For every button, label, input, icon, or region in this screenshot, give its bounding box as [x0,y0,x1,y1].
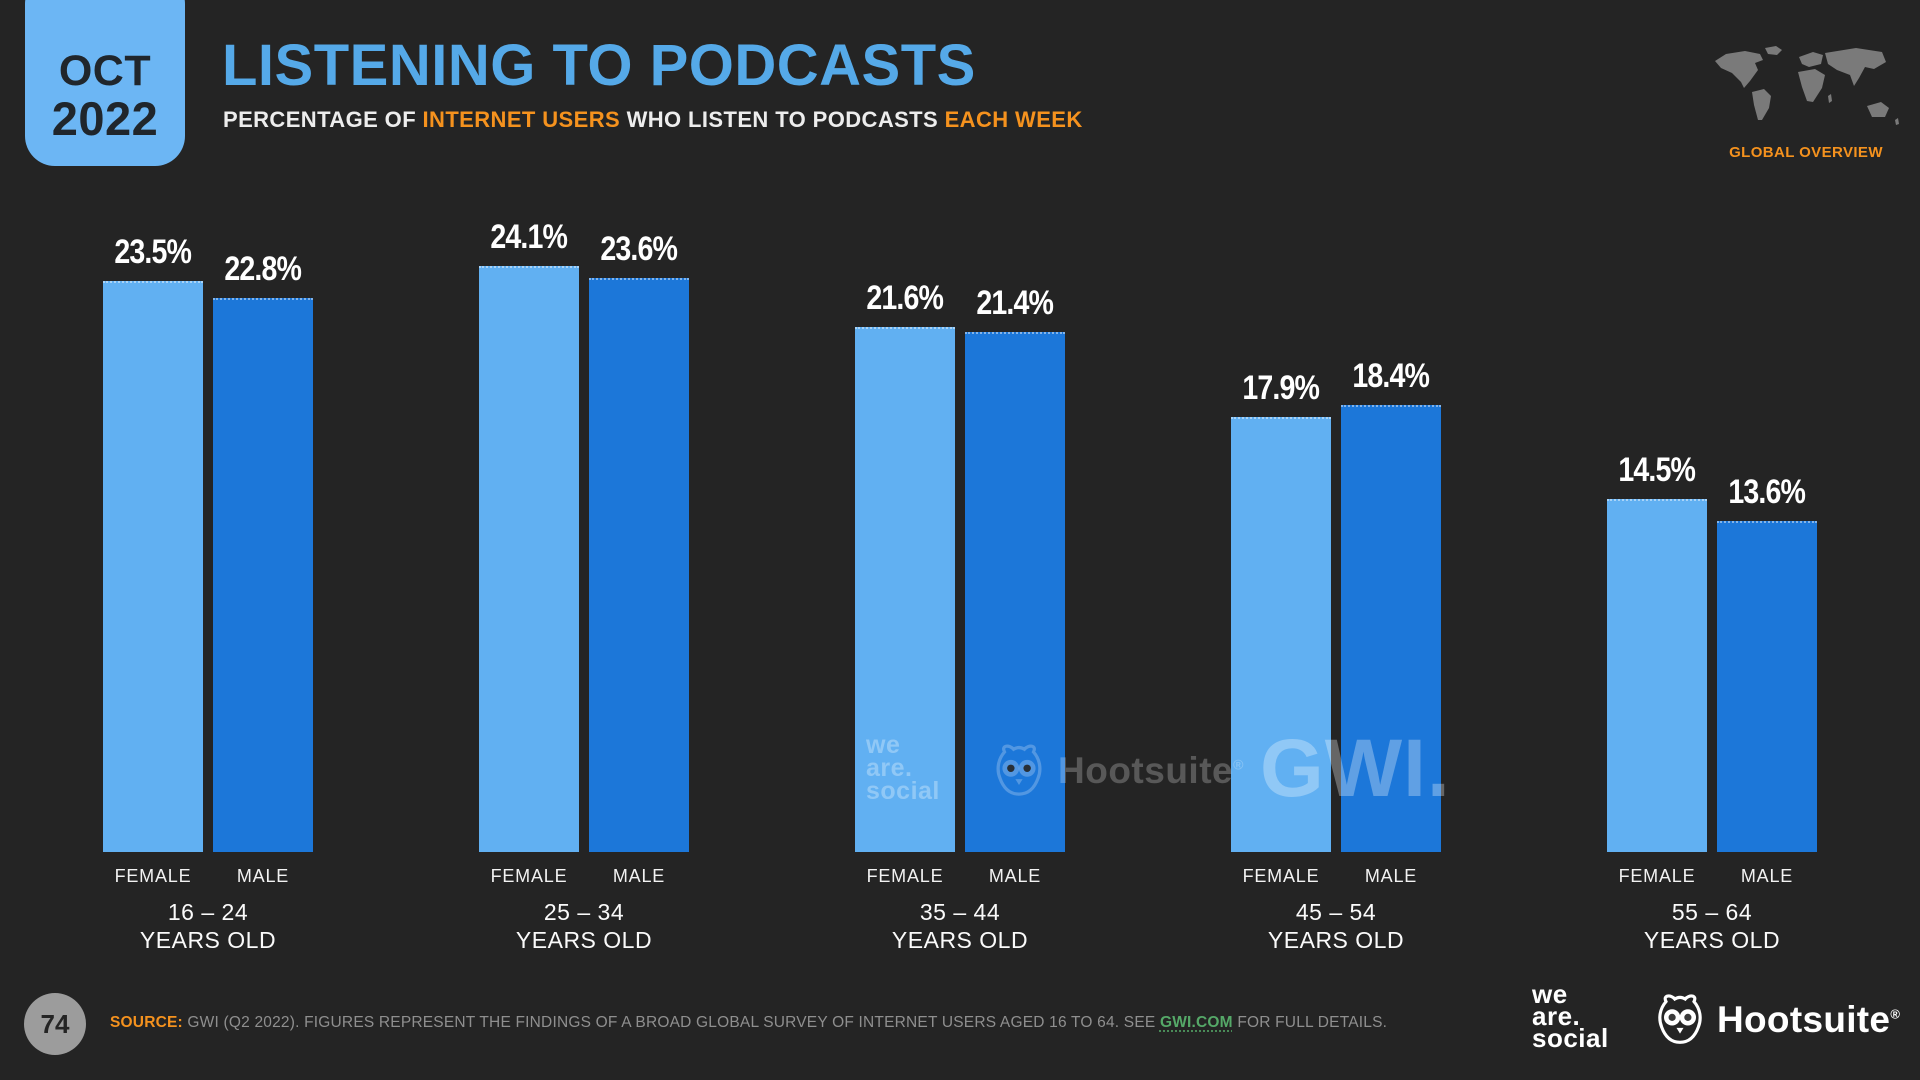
we-are-social-logo: we are. social [1532,979,1609,1053]
date-badge-month: OCT [58,47,152,95]
chart-group-25-34: 24.1% 23.6% FEMALE MALE 25 – 34 YEARS OLD [479,212,689,954]
source-body: GWI (Q2 2022). FIGURES REPRESENT THE FIN… [182,1014,1160,1031]
owl-icon [1652,992,1708,1048]
page-number-badge: 74 [24,993,86,1055]
bar-column-male-45-54: 18.4% [1341,212,1441,852]
bar-column-male-25-34: 23.6% [589,212,689,852]
source-label: SOURCE: [110,1014,183,1031]
series-label-female-16-24: FEMALE [114,866,192,886]
hootsuite-logo: Hootsuite® [1652,992,1900,1048]
registered-mark: ® [1890,1006,1901,1022]
bar-column-female-35-44: 21.6% [855,212,955,852]
date-badge: OCT 2022 [25,0,185,166]
bar-chart: 23.5% 22.8% FEMALE MALE 16 – 24 YEARS OLD 24.1… [0,212,1920,1080]
logo-line: social [1532,1023,1609,1053]
bar-male-55-64 [1717,521,1817,852]
subtitle-highlight: INTERNET USERS [422,107,621,132]
category-label-25-34: 25 – 34 YEARS OLD [515,899,653,953]
bar-male-35-44 [965,331,1065,852]
date-badge-year: 2022 [51,92,159,145]
bar-male-25-34 [589,278,689,852]
category-label-35-44: 35 – 44 YEARS OLD [891,899,1029,953]
page-title: LISTENING TO PODCASTS [222,33,976,98]
series-label-female-45-54: FEMALE [1242,866,1320,886]
category-label-45-54: 45 – 54 YEARS OLD [1267,899,1405,953]
category-label-16-24: 16 – 24 YEARS OLD [139,899,277,953]
hootsuite-logo-text: Hootsuite [1717,999,1891,1040]
value-label-male-25-34: 23.6% [600,230,679,269]
bar-female-35-44 [855,326,955,852]
value-label-female-55-64: 14.5% [1618,451,1697,490]
chart-group-55-64: 14.5% 13.6% FEMALE MALE 55 – 64 YEARS OLD [1607,212,1817,954]
value-label-female-35-44: 21.6% [866,278,945,317]
value-label-male-45-54: 18.4% [1352,356,1431,395]
value-label-female-16-24: 23.5% [114,232,193,271]
bar-column-female-16-24: 23.5% [103,212,203,852]
value-label-female-25-34: 24.1% [490,218,569,257]
subtitle-highlight: EACH WEEK [944,107,1083,132]
bar-male-16-24 [213,297,313,852]
category-label-55-64: 55 – 64 YEARS OLD [1643,899,1781,953]
region-block: GLOBAL OVERVIEW [1702,42,1910,161]
bar-female-25-34 [479,266,579,852]
bar-column-female-25-34: 24.1% [479,212,579,852]
series-label-female-25-34: FEMALE [490,866,568,886]
bar-female-16-24 [103,280,203,852]
logo-line: are. [1532,1001,1581,1031]
series-label-male-55-64: MALE [1740,866,1794,886]
source-text: SOURCE: GWI (Q2 2022). FIGURES REPRESENT… [110,1014,1387,1032]
bar-column-male-35-44: 21.4% [965,212,1065,852]
logo-line: we [1532,979,1568,1009]
subtitle-part: PERCENTAGE OF [223,107,423,132]
bar-male-45-54 [1341,404,1441,852]
bar-column-male-16-24: 22.8% [213,212,313,852]
region-label: GLOBAL OVERVIEW [1729,144,1883,161]
bar-column-female-55-64: 14.5% [1607,212,1707,852]
bar-female-45-54 [1231,416,1331,852]
source-body: FOR FULL DETAILS. [1232,1014,1388,1031]
gwi-link[interactable]: GWI.COM [1159,1014,1233,1031]
series-label-female-35-44: FEMALE [866,866,944,886]
series-label-female-55-64: FEMALE [1618,866,1696,886]
value-label-male-55-64: 13.6% [1728,473,1807,512]
bar-column-male-55-64: 13.6% [1717,212,1817,852]
world-map-icon [1715,46,1899,125]
series-label-male-35-44: MALE [988,866,1042,886]
series-label-male-25-34: MALE [612,866,666,886]
value-label-male-35-44: 21.4% [976,283,1055,322]
chart-group-35-44: 21.6% 21.4% FEMALE MALE 35 – 44 YEARS OLD [855,212,1065,954]
page-number: 74 [40,1008,70,1039]
series-label-male-45-54: MALE [1364,866,1418,886]
chart-group-16-24: 23.5% 22.8% FEMALE MALE 16 – 24 YEARS OLD [103,212,313,954]
subtitle-part: WHO LISTEN TO PODCASTS [620,107,945,132]
subtitle: PERCENTAGE OF INTERNET USERS WHO LISTEN … [223,106,1083,134]
bar-female-55-64 [1607,499,1707,852]
value-label-female-45-54: 17.9% [1242,368,1321,407]
series-label-male-16-24: MALE [236,866,290,886]
value-label-male-16-24: 22.8% [224,249,303,288]
bar-column-female-45-54: 17.9% [1231,212,1331,852]
chart-group-45-54: 17.9% 18.4% FEMALE MALE 45 – 54 YEARS OLD [1231,212,1441,954]
